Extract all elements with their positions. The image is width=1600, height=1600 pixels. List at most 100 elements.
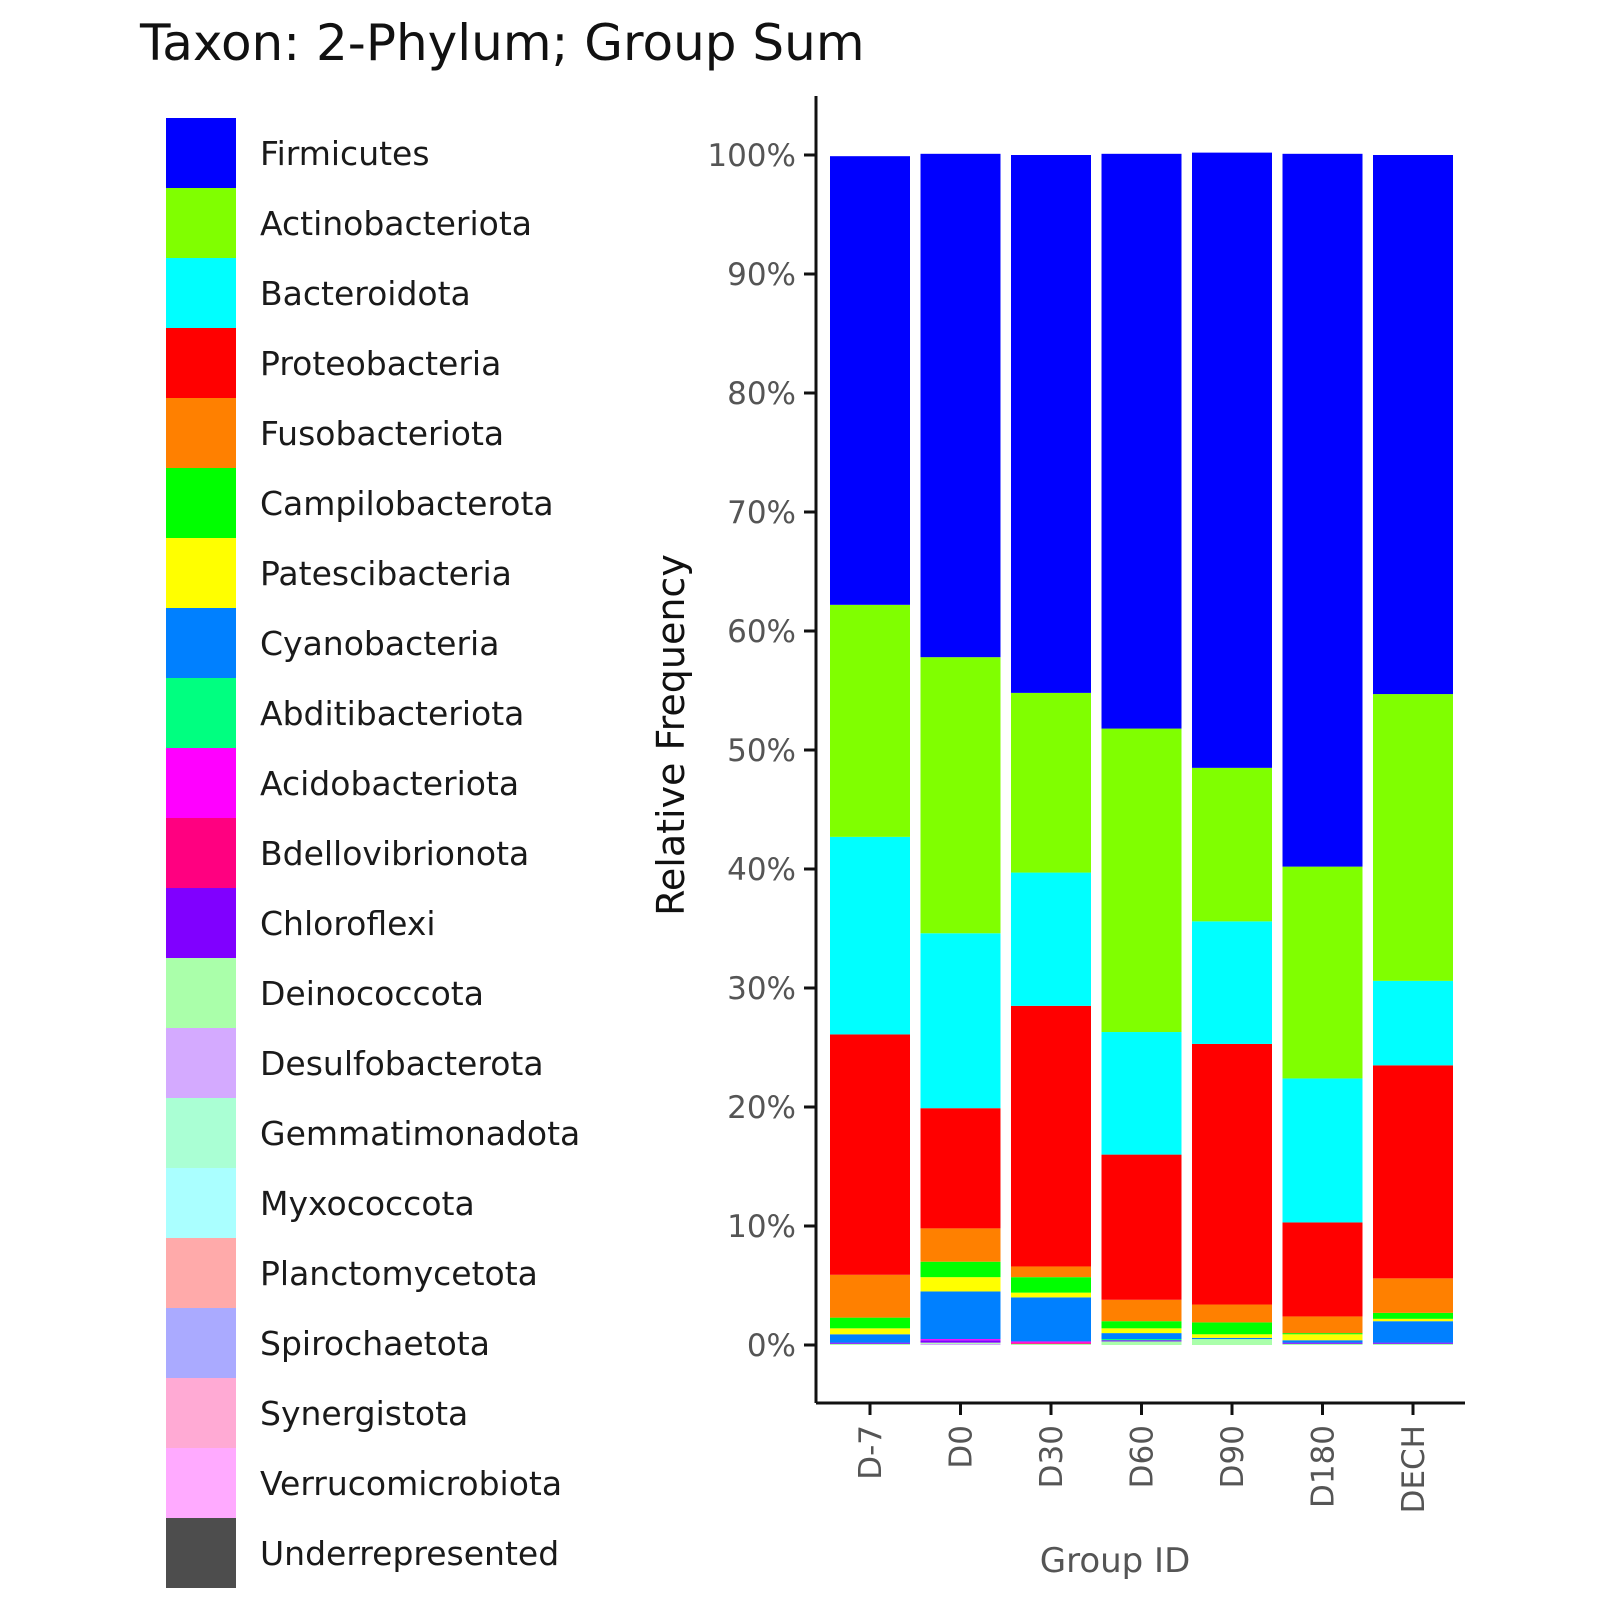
- bar-segment: [1282, 866, 1363, 1079]
- y-tick-label: 90%: [727, 257, 796, 293]
- bar-segment: [1101, 728, 1182, 1033]
- plot-area: 0% 10% 20% 30% 40% 50% 60% 70% 80% 90% 100% D-7 D0 D3…: [707, 96, 1465, 1513]
- y-axis-label: Relative Frequency: [649, 554, 693, 916]
- legend-swatch: [166, 1238, 236, 1308]
- bar-segment: [920, 1339, 1001, 1341]
- legend-label: Bacteroidota: [260, 274, 471, 313]
- bar-segment: [1192, 1337, 1272, 1340]
- x-tick-label: D0: [944, 1425, 980, 1469]
- bar-segment: [1373, 694, 1453, 981]
- legend-item: Spirochaetota: [166, 1308, 490, 1378]
- legend-label: Myxococcota: [260, 1184, 475, 1223]
- y-tick-label: 10%: [727, 1209, 796, 1245]
- legend-label: Bdellovibrionota: [260, 834, 529, 873]
- bar-segment: [830, 1034, 910, 1275]
- y-tick-label: 100%: [707, 138, 796, 174]
- legend-label: Synergistota: [260, 1394, 468, 1433]
- legend-item: Myxococcota: [166, 1168, 475, 1238]
- bar-segment: [1101, 1299, 1182, 1322]
- y-tick-label: 20%: [727, 1090, 796, 1126]
- legend-item: Deinococcota: [166, 958, 484, 1028]
- bar-segment: [1101, 1339, 1182, 1341]
- bar-segment: [1373, 1278, 1453, 1313]
- legend-swatch: [166, 1028, 236, 1098]
- y-tick-label: 80%: [727, 376, 796, 412]
- legend-item: Bdellovibrionota: [166, 818, 529, 888]
- bar-segment: [1101, 153, 1182, 729]
- x-tick-label: D-7: [853, 1425, 889, 1480]
- bar-segment: [1011, 1341, 1091, 1343]
- bar-segment: [1011, 1292, 1091, 1298]
- legend-item: Proteobacteria: [166, 328, 501, 398]
- legend-label: Verrucomicrobiota: [260, 1464, 562, 1503]
- bar-segment: [920, 1228, 1001, 1262]
- legend-label: Spirochaetota: [260, 1324, 490, 1363]
- legend-label: Gemmatimonadota: [260, 1114, 580, 1153]
- y-tick-label: 50%: [727, 733, 796, 769]
- bar-segment: [1192, 921, 1272, 1044]
- bar-segment: [920, 153, 1001, 658]
- legend-item: Bacteroidota: [166, 258, 471, 328]
- x-tick-label: D30: [1034, 1425, 1070, 1488]
- legend-swatch: [166, 1378, 236, 1448]
- y-tick-label: 60%: [727, 614, 796, 650]
- legend-item: Chloroflexi: [166, 888, 436, 958]
- legend-item: Verrucomicrobiota: [166, 1448, 562, 1518]
- legend-item: Gemmatimonadota: [166, 1098, 580, 1168]
- bar-segment: [1282, 1222, 1363, 1317]
- bar-segment: [920, 1277, 1001, 1292]
- bar-segment: [1373, 1342, 1453, 1344]
- bar-segment: [1282, 1078, 1363, 1223]
- bar-segment: [1282, 1340, 1363, 1343]
- x-tick-label: D180: [1306, 1425, 1342, 1508]
- bar-segment: [1373, 1321, 1453, 1343]
- bar-segment: [1373, 155, 1453, 695]
- bar-segment: [920, 1108, 1001, 1229]
- chart-title: Taxon: 2-Phylum; Group Sum: [139, 14, 865, 72]
- legend-label: Chloroflexi: [260, 904, 436, 943]
- bar-segment: [1282, 153, 1363, 867]
- bar-segment: [1011, 1297, 1091, 1342]
- y-tick-label: 0%: [747, 1328, 796, 1364]
- bar-segment: [830, 156, 910, 605]
- legend-label: Fusobacteriota: [260, 414, 504, 453]
- legend-item: Campilobacterota: [166, 468, 554, 538]
- bar-segment: [1192, 1043, 1272, 1305]
- legend-swatch: [166, 1168, 236, 1238]
- bar-segment: [830, 1343, 910, 1345]
- legend-item: Patescibacteria: [166, 538, 512, 608]
- bar-segment: [920, 1343, 1001, 1345]
- bar-segment: [1101, 1154, 1182, 1300]
- legend-swatch: [166, 258, 236, 328]
- legend-item: Planctomycetota: [166, 1238, 538, 1308]
- bar-segment: [1101, 1321, 1182, 1329]
- legend-swatch: [166, 328, 236, 398]
- bar-segment: [920, 1340, 1001, 1343]
- bar-segment: [1282, 1343, 1363, 1345]
- legend-swatch: [166, 398, 236, 468]
- legend-label: Underrepresented: [260, 1534, 559, 1573]
- bar-segment: [1101, 1341, 1182, 1345]
- bar-segment: [830, 1342, 910, 1344]
- bar-segment: [920, 1342, 1001, 1344]
- bar-segment: [1282, 1316, 1363, 1334]
- legend-item: Acidobacteriota: [166, 748, 519, 818]
- bar-segment: [1011, 155, 1091, 693]
- legend-swatch: [166, 1308, 236, 1378]
- y-tick-label: 70%: [727, 495, 796, 531]
- bar-segment: [1011, 872, 1091, 1006]
- legend-swatch: [166, 1448, 236, 1518]
- legend-label: Proteobacteria: [260, 344, 501, 383]
- bar-segment: [830, 604, 910, 837]
- legend-swatch: [166, 888, 236, 958]
- bar-segment: [1192, 1334, 1272, 1338]
- bar-segment: [1282, 1342, 1363, 1344]
- legend-label: Actinobacteriota: [260, 204, 532, 243]
- legend-swatch: [166, 958, 236, 1028]
- bar-segment: [1011, 1277, 1091, 1293]
- legend-item: Actinobacteriota: [166, 188, 532, 258]
- bar-segment: [830, 1328, 910, 1335]
- bar-segment: [1101, 1333, 1182, 1340]
- legend-label: Patescibacteria: [260, 554, 512, 593]
- x-axis-label: Group ID: [1040, 1541, 1191, 1581]
